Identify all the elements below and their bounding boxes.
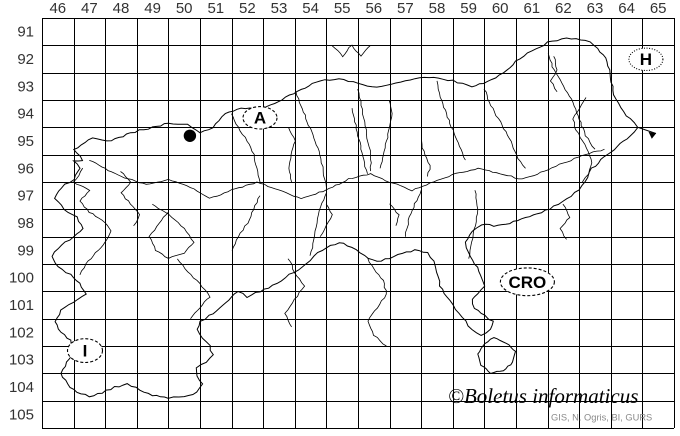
svg-text:102: 102	[9, 324, 34, 341]
svg-text:91: 91	[17, 24, 34, 41]
svg-text:104: 104	[9, 379, 34, 396]
svg-text:62: 62	[555, 0, 572, 17]
svg-text:93: 93	[17, 78, 34, 95]
svg-text:46: 46	[49, 0, 66, 17]
svg-text:64: 64	[618, 0, 635, 17]
svg-text:A: A	[254, 109, 266, 128]
svg-text:98: 98	[17, 215, 34, 232]
svg-text:65: 65	[650, 0, 667, 17]
svg-text:55: 55	[334, 0, 351, 17]
svg-text:103: 103	[9, 352, 34, 369]
svg-text:105: 105	[9, 406, 34, 423]
svg-text:95: 95	[17, 133, 34, 150]
svg-text:50: 50	[176, 0, 193, 17]
svg-text:CRO: CRO	[509, 273, 547, 292]
svg-text:48: 48	[113, 0, 130, 17]
svg-text:96: 96	[17, 160, 34, 177]
svg-text:100: 100	[9, 270, 34, 287]
svg-text:52: 52	[239, 0, 256, 17]
svg-text:GIS, N. Ogris, BI, GURS: GIS, N. Ogris, BI, GURS	[551, 413, 652, 423]
svg-text:I: I	[83, 341, 88, 360]
svg-text:97: 97	[17, 188, 34, 205]
svg-text:51: 51	[207, 0, 224, 17]
svg-text:99: 99	[17, 242, 34, 259]
svg-text:94: 94	[17, 106, 34, 123]
svg-text:59: 59	[460, 0, 477, 17]
svg-text:54: 54	[302, 0, 319, 17]
svg-text:92: 92	[17, 51, 34, 68]
svg-text:56: 56	[365, 0, 382, 17]
svg-text:57: 57	[397, 0, 414, 17]
svg-text:49: 49	[144, 0, 161, 17]
svg-text:47: 47	[81, 0, 98, 17]
svg-text:60: 60	[492, 0, 509, 17]
svg-text:©Boletus informaticus: ©Boletus informaticus	[448, 384, 638, 408]
svg-text:61: 61	[523, 0, 540, 17]
svg-text:101: 101	[9, 297, 34, 314]
svg-text:H: H	[640, 50, 652, 69]
svg-text:58: 58	[429, 0, 446, 17]
svg-text:53: 53	[271, 0, 288, 17]
svg-text:63: 63	[587, 0, 604, 17]
